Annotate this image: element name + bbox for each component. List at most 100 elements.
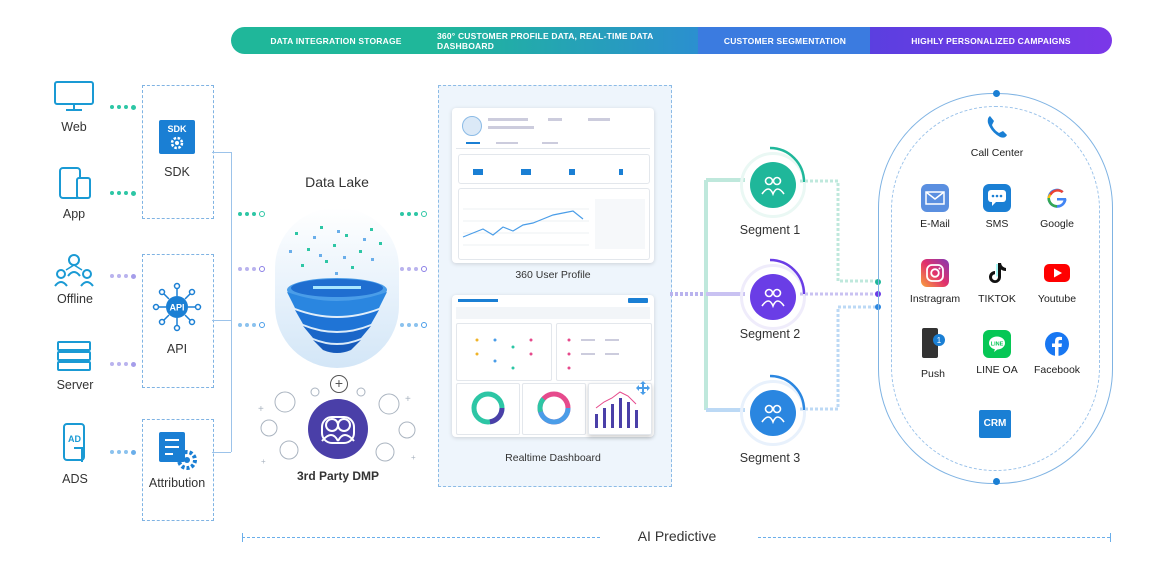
youtube-icon — [1043, 259, 1071, 287]
banner-label: 360° CUSTOMER PROFILE DATA, REAL-TIME DA… — [437, 30, 654, 51]
source-server-label: Server — [56, 378, 94, 392]
gear-icon — [170, 136, 184, 150]
connector-dots — [110, 273, 136, 279]
banner-personalized-campaigns: HIGHLY PERSONALIZED CAMPAIGNS — [870, 27, 1112, 54]
channel-call-center: Call Center — [962, 113, 1032, 159]
chart-box — [458, 188, 650, 260]
profile-line — [488, 118, 528, 121]
stat-value — [521, 169, 531, 175]
connector-line — [212, 320, 231, 321]
svg-text:+: + — [258, 404, 264, 415]
channel-label: Google — [1040, 218, 1074, 230]
channel-push: 1 Push — [898, 326, 968, 380]
attribution-label: Attribution — [148, 476, 206, 490]
sdk-badge-icon: SDK — [159, 120, 195, 154]
api-box — [142, 254, 214, 388]
channel-google: Google — [1022, 184, 1092, 230]
connector-dots — [238, 322, 265, 328]
connector-dots — [110, 190, 136, 196]
server-icon — [57, 341, 91, 371]
people-network-icon — [54, 254, 94, 287]
sdk-label: SDK — [164, 165, 190, 179]
svg-text:+: + — [261, 457, 266, 466]
channel-connector-lines — [800, 179, 878, 411]
realtime-title-bar — [458, 299, 498, 302]
sdk-badge-text: SDK — [167, 124, 187, 134]
banner-data-integration: DATA INTEGRATION STORAGE — [231, 27, 441, 54]
source-offline-label: Offline — [57, 292, 93, 306]
dmp-orbit-icons: + + + + — [258, 387, 416, 466]
dmp-label: 3rd Party DMP — [296, 469, 380, 483]
instagram-icon — [921, 259, 949, 287]
line-icon: LINE — [983, 330, 1011, 358]
svg-text:LINE: LINE — [991, 342, 1004, 348]
profile-line — [548, 118, 562, 121]
segment-3-label: Segment 3 — [739, 451, 801, 465]
stat-value — [473, 169, 483, 175]
connector-dots — [238, 211, 265, 217]
divider — [456, 148, 650, 149]
realtime-card — [452, 295, 654, 437]
tiktok-icon — [983, 259, 1011, 287]
table-panel — [556, 323, 652, 381]
channel-sms: SMS — [962, 184, 1032, 230]
source-web-label: Web — [61, 120, 87, 134]
push-phone-icon: 1 — [919, 326, 947, 362]
connector-dots — [110, 361, 136, 367]
profile-tab — [466, 142, 480, 144]
segment-1-label: Segment 1 — [739, 223, 801, 237]
donut-panel — [456, 383, 520, 435]
realtime-caption: Realtime Dashboard — [505, 452, 601, 464]
ai-line-cap — [1110, 533, 1111, 542]
segment-group-icon — [750, 162, 796, 208]
table-panel — [456, 323, 552, 381]
svg-text:+: + — [405, 394, 411, 405]
segment-1-node — [740, 152, 806, 218]
channel-tiktok: TIKTOK — [962, 259, 1032, 305]
channel-label: Facebook — [1033, 364, 1081, 376]
channel-label: Push — [921, 368, 945, 380]
profile-tab — [542, 142, 558, 144]
stat-value — [619, 169, 623, 175]
channels-capsule-inner — [891, 106, 1100, 471]
ad-phone-icon: AD — [63, 423, 85, 462]
banner-label: HIGHLY PERSONALIZED CAMPAIGNS — [911, 35, 1071, 46]
data-lake-funnel-icon — [287, 226, 387, 353]
realtime-button[interactable] — [628, 298, 648, 303]
connector-line — [212, 452, 231, 453]
connector-dots — [400, 322, 427, 328]
source-ads-label: ADS — [62, 472, 88, 486]
data-lake-title: Data Lake — [305, 174, 369, 190]
segment-group-icon — [750, 274, 796, 320]
stats-row — [458, 154, 650, 184]
connector-line — [212, 152, 231, 153]
avatar — [462, 116, 482, 136]
ai-predictive-label: AI Predictive — [637, 528, 717, 544]
channel-email: E-Mail — [900, 184, 970, 230]
segment-2-node — [740, 264, 806, 330]
email-icon — [921, 184, 949, 212]
donut-panel — [522, 383, 586, 435]
attribution-box — [142, 419, 214, 521]
segment-group-icon — [750, 390, 796, 436]
segment-2-label: Segment 2 — [739, 327, 801, 341]
facebook-icon — [1043, 330, 1071, 358]
banner-customer-profile: 360° CUSTOMER PROFILE DATA, REAL-TIME DA… — [437, 27, 700, 54]
api-hub-icon: API — [152, 282, 202, 332]
api-badge-text: API — [169, 303, 184, 313]
sms-icon — [983, 184, 1011, 212]
banner-customer-segmentation: CUSTOMER SEGMENTATION — [698, 27, 872, 54]
channel-youtube: Youtube — [1022, 259, 1092, 305]
profile-line — [488, 126, 534, 129]
channel-label: LINE OA — [976, 364, 1018, 376]
channel-label: SMS — [985, 218, 1009, 230]
segment-3-node — [740, 380, 806, 446]
bar-panel — [588, 383, 652, 435]
google-icon — [1043, 184, 1071, 212]
dmp-group-icon — [308, 399, 368, 459]
profile-line — [588, 118, 610, 121]
channel-label: E-Mail — [920, 218, 950, 230]
banner-label: DATA INTEGRATION STORAGE — [270, 35, 402, 46]
channel-label: Instragram — [909, 293, 961, 305]
source-app-label: App — [62, 207, 86, 221]
